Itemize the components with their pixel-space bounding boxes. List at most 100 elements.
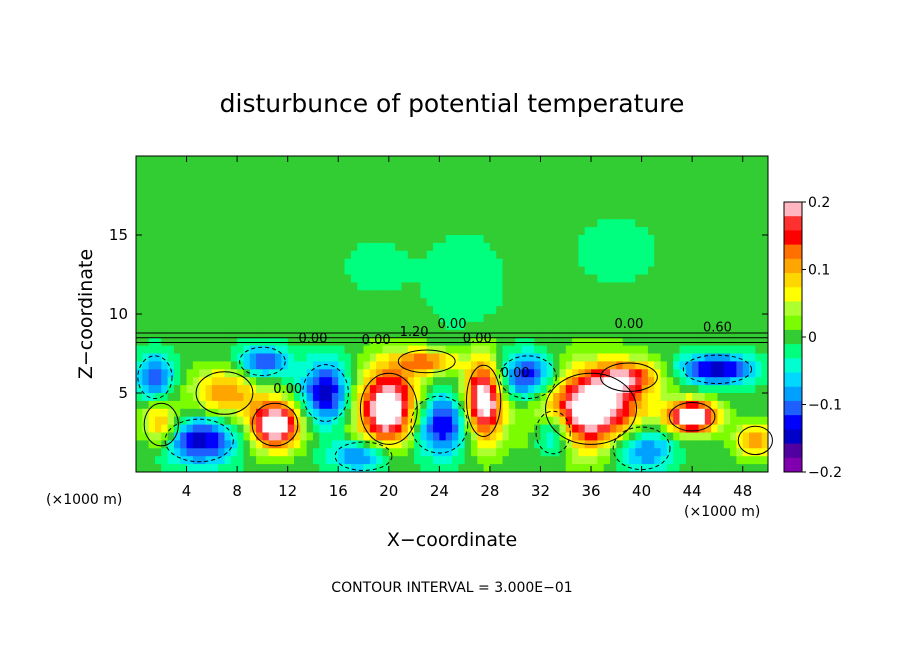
field-cell (312, 321, 320, 331)
field-cell (312, 163, 320, 173)
field-cell (470, 393, 478, 402)
field-cell (357, 321, 364, 331)
field-cell (439, 353, 447, 362)
field-cell (666, 385, 674, 394)
field-cell (363, 203, 371, 212)
field-cell (167, 156, 175, 165)
field-cell (407, 242, 415, 252)
field-cell (154, 290, 162, 299)
field-cell (224, 163, 232, 173)
field-cell (736, 235, 744, 244)
field-cell (711, 227, 718, 236)
field-cell (647, 156, 655, 165)
field-cell (319, 258, 326, 267)
field-cell (603, 258, 611, 267)
field-cell (559, 211, 567, 220)
field-cell (350, 393, 358, 402)
field-cell (527, 290, 535, 299)
field-cell (306, 440, 314, 449)
field-cell (540, 329, 548, 339)
field-cell (666, 219, 674, 228)
contour-line (600, 362, 658, 392)
field-cell (433, 416, 440, 425)
field-cell (559, 464, 567, 473)
field-cell (382, 314, 390, 323)
field-cell (382, 163, 390, 173)
field-cell (673, 385, 680, 394)
field-cell (647, 235, 655, 244)
field-cell (445, 179, 453, 188)
field-cell (635, 227, 642, 236)
field-cell (704, 235, 712, 244)
field-cell (654, 424, 661, 433)
field-cell (584, 250, 592, 260)
field-cell (698, 361, 706, 370)
field-cell (382, 195, 390, 204)
field-cell (496, 306, 503, 315)
field-cell (205, 274, 213, 283)
field-cell (654, 337, 661, 346)
field-cell (306, 163, 314, 173)
field-cell (540, 235, 548, 244)
field-cell (268, 385, 276, 394)
field-cell (224, 464, 232, 473)
field-cell (641, 179, 649, 188)
field-cell (325, 187, 333, 196)
field-cell (249, 456, 257, 465)
field-cell (666, 242, 674, 252)
field-cell (382, 242, 390, 252)
field-cell (685, 424, 693, 433)
field-cell (268, 156, 276, 165)
field-cell (717, 266, 725, 275)
field-cell (243, 321, 251, 331)
field-cell (749, 235, 756, 244)
field-cell (142, 400, 150, 410)
colorbar-swatch (784, 301, 802, 317)
field-cell (565, 385, 573, 394)
field-cell (647, 408, 655, 418)
field-cell (306, 329, 314, 339)
field-cell (294, 250, 301, 260)
field-cell (540, 242, 548, 252)
field-cell (306, 298, 314, 307)
field-cell (395, 235, 402, 244)
field-cell (433, 187, 440, 196)
field-cell (363, 179, 371, 188)
field-cell (211, 424, 219, 433)
field-cell (572, 337, 579, 346)
field-cell (458, 298, 466, 307)
field-cell (666, 306, 674, 315)
field-cell (647, 250, 655, 260)
field-cell (559, 393, 567, 402)
field-cell (142, 274, 150, 283)
field-cell (641, 298, 649, 307)
field-cell (584, 163, 592, 173)
field-cell (211, 187, 219, 196)
field-cell (281, 290, 289, 299)
field-cell (407, 321, 415, 331)
field-cell (660, 163, 668, 173)
field-cell (749, 203, 756, 212)
field-cell (527, 345, 535, 354)
field-cell (591, 242, 598, 252)
field-cell (338, 306, 345, 315)
field-cell (755, 235, 763, 244)
field-cell (534, 227, 541, 236)
field-cell (205, 345, 213, 354)
field-cell (173, 227, 181, 236)
field-cell (363, 163, 371, 173)
field-cell (673, 227, 680, 236)
field-cell (312, 171, 320, 181)
field-cell (344, 321, 352, 331)
field-cell (628, 440, 636, 449)
field-cell (502, 250, 510, 260)
field-cell (382, 290, 390, 299)
field-cell (666, 274, 674, 283)
field-cell (578, 258, 586, 267)
field-cell (199, 345, 206, 354)
field-cell (268, 464, 276, 473)
field-cell (161, 464, 168, 473)
field-cell (357, 235, 364, 244)
field-cell (275, 440, 282, 449)
field-cell (717, 408, 725, 418)
